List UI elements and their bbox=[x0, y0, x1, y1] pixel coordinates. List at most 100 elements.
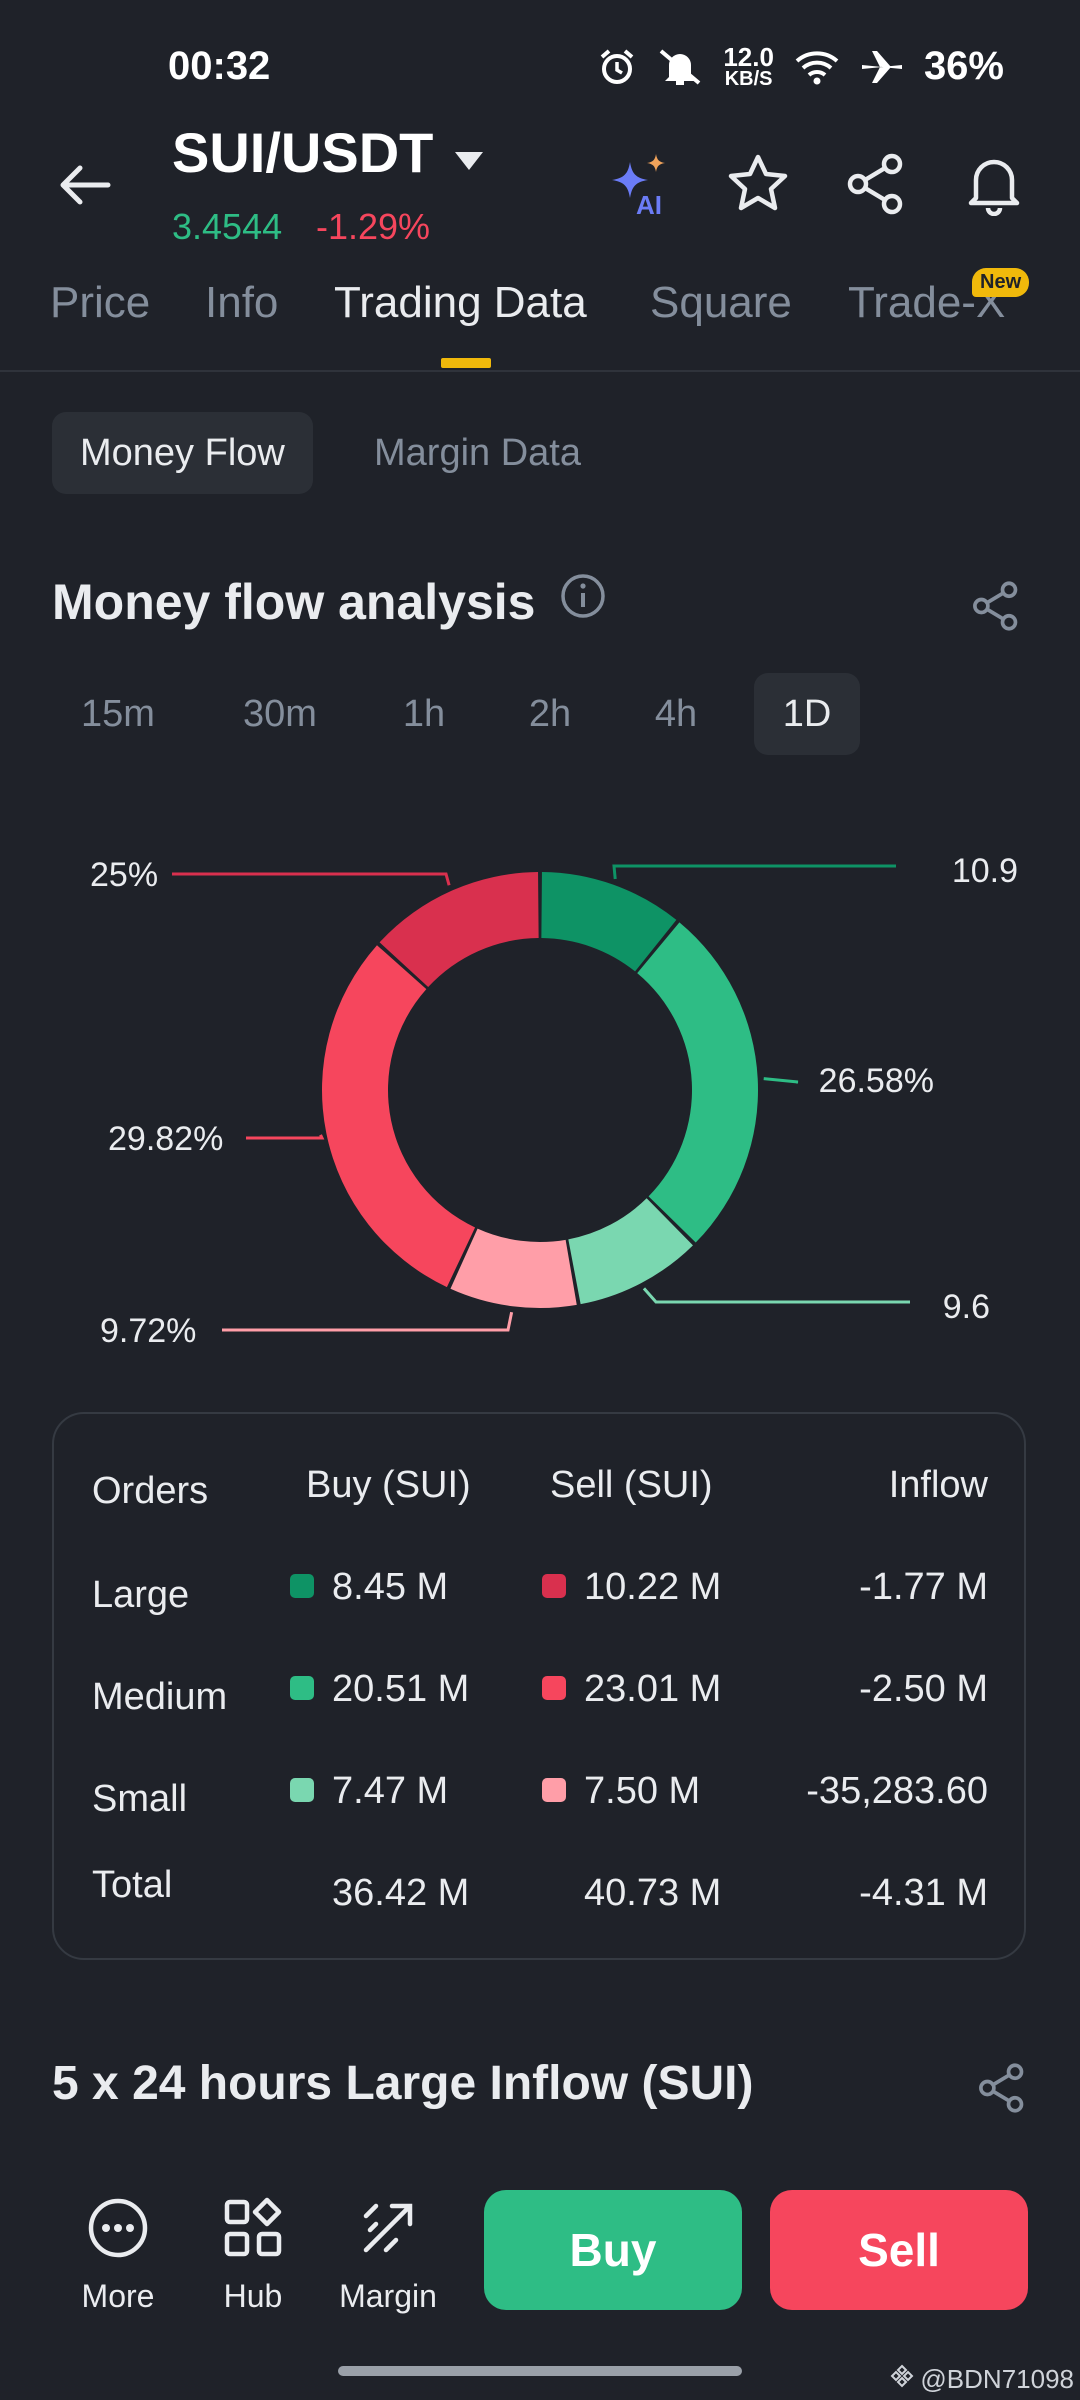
home-indicator bbox=[338, 2366, 742, 2376]
row-total-buy: 36.42 M bbox=[332, 1872, 470, 1914]
donut-slice-5 bbox=[379, 872, 539, 988]
share-icon[interactable] bbox=[840, 148, 912, 220]
tab-square[interactable]: Square bbox=[650, 278, 792, 327]
subtab-margin-data[interactable]: Margin Data bbox=[374, 431, 581, 474]
donut-leader-0 bbox=[612, 864, 896, 880]
period-4h[interactable]: 4h bbox=[654, 692, 698, 735]
donut-leader-4 bbox=[246, 1134, 325, 1140]
back-icon[interactable] bbox=[50, 150, 120, 220]
pair-selector[interactable]: SUI/USDT bbox=[172, 120, 485, 185]
donut-label-0: 10.9 bbox=[952, 852, 1018, 890]
section-title: Money flow analysis bbox=[52, 574, 536, 630]
row-total-inflow: -4.31 M bbox=[859, 1872, 988, 1914]
sell-button[interactable]: Sell bbox=[770, 2190, 1028, 2310]
subtab-money-flow[interactable]: Money Flow bbox=[52, 412, 313, 494]
bell-icon[interactable] bbox=[958, 148, 1030, 220]
mute-icon bbox=[657, 47, 703, 87]
last-price: 3.4544 bbox=[172, 206, 283, 247]
donut-label-5: 25% bbox=[90, 856, 158, 894]
header-buy: Buy (SUI) bbox=[306, 1464, 471, 1506]
hub-icon bbox=[221, 2196, 285, 2268]
medium-sell-swatch bbox=[542, 1675, 566, 1700]
donut-leader-3 bbox=[222, 1311, 514, 1332]
large-sell-swatch bbox=[542, 1573, 566, 1598]
large-buy-swatch bbox=[290, 1573, 314, 1598]
caret-down-icon bbox=[453, 120, 485, 185]
donut-leader-2 bbox=[642, 1287, 910, 1304]
net-speed: 12.0 KB/S bbox=[723, 41, 774, 90]
ai-sparkle-icon[interactable]: AI bbox=[604, 148, 676, 220]
nav-hub[interactable]: Hub bbox=[193, 2196, 313, 2315]
donut-slice-3 bbox=[450, 1228, 577, 1308]
medium-buy-swatch bbox=[290, 1675, 314, 1700]
pair-title: SUI/USDT bbox=[172, 121, 434, 184]
period-15m[interactable]: 15m bbox=[81, 692, 155, 735]
money-flow-title-row: Money flow analysis bbox=[52, 572, 607, 632]
nav-hub-label: Hub bbox=[223, 2278, 283, 2314]
small-sell-swatch bbox=[542, 1777, 566, 1802]
money-flow-donut-chart: 10.9 26.58% 9.6 9.72% 29.82% 25% bbox=[90, 852, 1018, 1350]
row-small-sell: 7.50 M bbox=[542, 1770, 700, 1813]
donut-label-1: 26.58% bbox=[819, 1062, 934, 1100]
new-badge: New bbox=[972, 268, 1030, 297]
row-small-buy: 7.47 M bbox=[290, 1770, 448, 1813]
watermark: @BDN71098 bbox=[890, 2364, 1074, 2395]
row-total-sell: 40.73 M bbox=[584, 1872, 722, 1914]
row-medium-sell: 23.01 M bbox=[542, 1668, 721, 1711]
period-1d[interactable]: 1D bbox=[754, 673, 860, 755]
active-tab-indicator bbox=[441, 358, 491, 368]
binance-logo-icon bbox=[890, 2364, 914, 2395]
nav-margin[interactable]: Margin bbox=[328, 2196, 448, 2315]
row-medium-inflow: -2.50 M bbox=[859, 1668, 988, 1710]
period-2h[interactable]: 2h bbox=[528, 692, 572, 735]
donut-label-4: 29.82% bbox=[108, 1120, 223, 1158]
wifi-icon bbox=[794, 47, 840, 87]
tab-info[interactable]: Info bbox=[205, 278, 279, 327]
tab-price[interactable]: Price bbox=[50, 278, 151, 327]
alarm-icon bbox=[597, 47, 637, 87]
header-sell: Sell (SUI) bbox=[550, 1464, 713, 1506]
nav-more[interactable]: More bbox=[58, 2196, 178, 2315]
donut-leader-5 bbox=[172, 872, 451, 886]
period-1h[interactable]: 1h bbox=[402, 692, 446, 735]
donut-slice-2 bbox=[568, 1198, 693, 1305]
row-small-inflow: -35,283.60 bbox=[806, 1770, 988, 1812]
buy-button[interactable]: Buy bbox=[484, 2190, 742, 2310]
row-small-label: Small bbox=[92, 1778, 188, 1820]
period-30m[interactable]: 30m bbox=[243, 692, 317, 735]
svg-text:AI: AI bbox=[636, 190, 662, 220]
star-icon[interactable] bbox=[722, 148, 794, 220]
row-total-label: Total bbox=[92, 1864, 173, 1906]
orders-table: Orders Buy (SUI) Sell (SUI) Inflow Large… bbox=[52, 1412, 1026, 1960]
status-icons: 12.0 KB/S 36% bbox=[597, 44, 1004, 89]
nav-more-label: More bbox=[81, 2278, 155, 2314]
small-buy-swatch bbox=[290, 1777, 314, 1802]
donut-slice-0 bbox=[541, 872, 677, 972]
large-inflow-title: 5 x 24 hours Large Inflow (SUI) bbox=[52, 2057, 754, 2110]
nav-margin-label: Margin bbox=[339, 2278, 437, 2314]
airplane-icon bbox=[860, 47, 904, 87]
price-change: -1.29% bbox=[316, 206, 431, 247]
status-time: 00:32 bbox=[168, 44, 271, 88]
donut-leader-1 bbox=[763, 1077, 799, 1084]
row-large-sell: 10.22 M bbox=[542, 1566, 721, 1609]
donut-label-2: 9.6 bbox=[943, 1288, 990, 1326]
main-tabs: Price Info Trading Data Square Trade-X bbox=[0, 278, 1080, 368]
watermark-text: @BDN71098 bbox=[920, 2364, 1074, 2394]
battery-text: 36% bbox=[923, 44, 1004, 88]
large-inflow-share-icon[interactable] bbox=[972, 2058, 1032, 2118]
margin-icon bbox=[356, 2196, 420, 2268]
donut-slice-4 bbox=[321, 945, 476, 1288]
donut-slice-1 bbox=[637, 922, 758, 1243]
row-medium-buy: 20.51 M bbox=[290, 1668, 469, 1711]
tabs-divider bbox=[0, 370, 1080, 372]
section-share-icon[interactable] bbox=[966, 576, 1026, 636]
more-icon bbox=[86, 2196, 150, 2268]
row-large-inflow: -1.77 M bbox=[859, 1566, 988, 1608]
tab-trading-data[interactable]: Trading Data bbox=[334, 278, 587, 327]
info-icon[interactable] bbox=[559, 572, 607, 632]
row-large-buy: 8.45 M bbox=[290, 1566, 448, 1609]
row-large-label: Large bbox=[92, 1574, 190, 1616]
row-medium-label: Medium bbox=[92, 1676, 228, 1718]
donut-label-3: 9.72% bbox=[100, 1312, 196, 1350]
